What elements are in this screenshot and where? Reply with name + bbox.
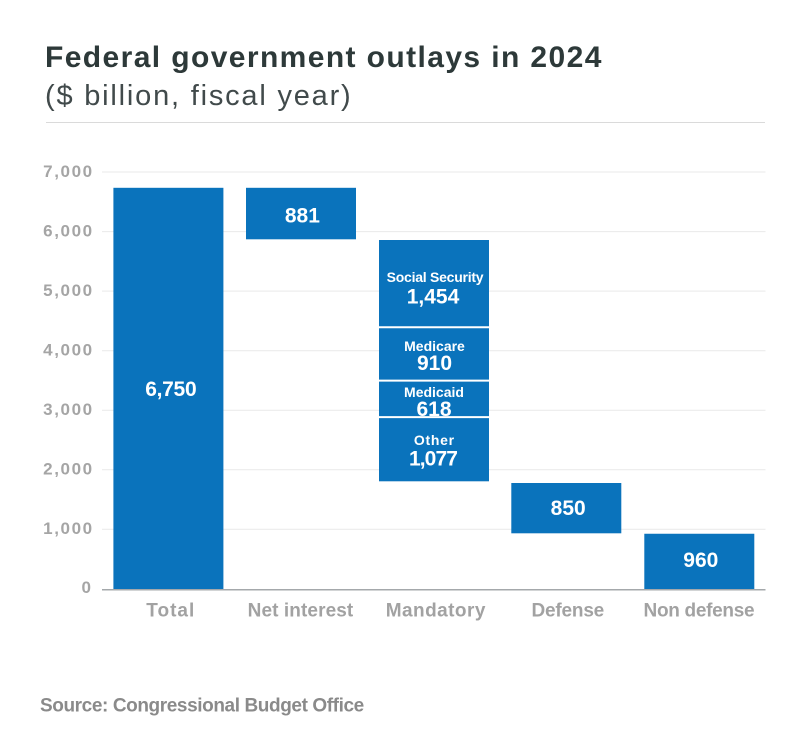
svg-text:5,000: 5,000 xyxy=(43,281,94,300)
svg-text:1,000: 1,000 xyxy=(43,519,94,538)
svg-text:Medicare: Medicare xyxy=(404,338,465,354)
svg-text:1,454: 1,454 xyxy=(407,285,460,308)
svg-text:($ billion, fiscal year): ($ billion, fiscal year) xyxy=(45,80,353,112)
svg-text:6,750: 6,750 xyxy=(145,378,196,401)
svg-text:910: 910 xyxy=(417,352,452,375)
svg-text:6,000: 6,000 xyxy=(43,222,94,241)
svg-text:Social Security: Social Security xyxy=(387,269,484,285)
svg-text:0: 0 xyxy=(81,578,92,597)
svg-text:1,077: 1,077 xyxy=(409,447,457,470)
svg-text:Defense: Defense xyxy=(532,601,605,622)
svg-text:618: 618 xyxy=(416,398,451,421)
svg-text:Total: Total xyxy=(146,601,195,622)
svg-text:960: 960 xyxy=(683,549,718,572)
svg-text:Source: Congressional Budget O: Source: Congressional Budget Office xyxy=(40,696,364,717)
svg-text:2,000: 2,000 xyxy=(43,460,94,479)
svg-text:881: 881 xyxy=(285,204,320,227)
svg-text:Other: Other xyxy=(414,432,455,448)
svg-text:Net interest: Net interest xyxy=(248,601,354,622)
svg-text:4,000: 4,000 xyxy=(43,341,94,360)
svg-text:Medicaid: Medicaid xyxy=(404,384,464,400)
svg-text:7,000: 7,000 xyxy=(43,162,94,181)
svg-text:Non defense: Non defense xyxy=(644,601,755,622)
svg-text:850: 850 xyxy=(551,497,586,520)
svg-text:Federal government outlays in: Federal government outlays in 2024 xyxy=(45,41,603,74)
svg-text:Mandatory: Mandatory xyxy=(386,601,486,622)
svg-text:3,000: 3,000 xyxy=(43,400,94,419)
